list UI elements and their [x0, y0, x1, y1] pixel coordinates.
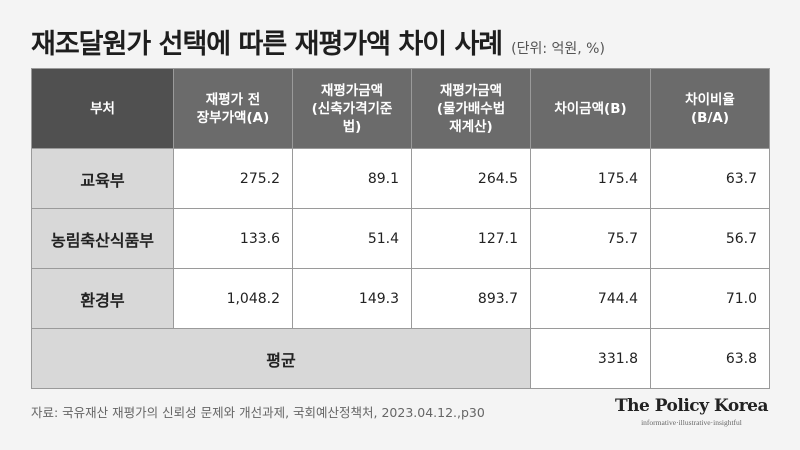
- table-cell: 51.4: [292, 208, 412, 269]
- table-cell: 175.4: [530, 148, 651, 209]
- table-cell: 71.0: [650, 268, 770, 329]
- table-cell: 744.4: [530, 268, 651, 329]
- average-ratio: 63.8: [650, 328, 770, 389]
- brand-name: The Policy Korea: [614, 396, 769, 416]
- table-row: 교육부 275.2 89.1 264.5 175.4 63.7: [31, 148, 770, 209]
- table-cell: 1,048.2: [173, 268, 293, 329]
- row-label: 환경부: [31, 268, 174, 329]
- table-row: 농림축산식품부 133.6 51.4 127.1 75.7 56.7: [31, 208, 770, 269]
- header-difference-ratio: 차이비율 (B/A): [650, 68, 770, 149]
- table-cell: 75.7: [530, 208, 651, 269]
- title-row: 재조달원가 선택에 따른 재평가액 차이 사례 (단위: 억원, %): [31, 22, 780, 61]
- page-title: 재조달원가 선택에 따른 재평가액 차이 사례: [31, 29, 503, 60]
- average-difference: 331.8: [530, 328, 651, 389]
- table-cell: 89.1: [292, 148, 412, 209]
- table-cell: 264.5: [411, 148, 531, 209]
- brand-logo: The Policy Korea informative·illustrativ…: [614, 396, 769, 427]
- header-difference: 차이금액(B): [530, 68, 651, 149]
- table-cell: 63.7: [650, 148, 770, 209]
- header-ministry: 부처: [31, 68, 174, 149]
- table-cell: 127.1: [411, 208, 531, 269]
- average-label: 평균: [31, 328, 531, 389]
- table-cell: 56.7: [650, 208, 770, 269]
- header-revalue-price-multiplier: 재평가금액 (물가배수법 재계산): [411, 68, 531, 149]
- average-row: 평균 331.8 63.8: [31, 328, 770, 389]
- source-note: 자료: 국유재산 재평가의 신뢰성 문제와 개선과제, 국회예산정책처, 202…: [31, 405, 485, 420]
- header-row: 부처 재평가 전 장부가액(A) 재평가금액 (신축가격기준법) 재평가금액 (…: [31, 68, 770, 149]
- header-book-value: 재평가 전 장부가액(A): [173, 68, 293, 149]
- row-label: 농림축산식품부: [31, 208, 174, 269]
- table-cell: 893.7: [411, 268, 531, 329]
- comparison-table: 부처 재평가 전 장부가액(A) 재평가금액 (신축가격기준법) 재평가금액 (…: [31, 68, 770, 389]
- table-cell: 275.2: [173, 148, 293, 209]
- header-revalue-new-construction: 재평가금액 (신축가격기준법): [292, 68, 412, 149]
- table-row: 환경부 1,048.2 149.3 893.7 744.4 71.0: [31, 268, 770, 329]
- table-cell: 149.3: [292, 268, 412, 329]
- unit-label: (단위: 억원, %): [511, 41, 605, 57]
- brand-tagline: informative·illustrative·insightful: [641, 418, 742, 427]
- row-label: 교육부: [31, 148, 174, 209]
- table-cell: 133.6: [173, 208, 293, 269]
